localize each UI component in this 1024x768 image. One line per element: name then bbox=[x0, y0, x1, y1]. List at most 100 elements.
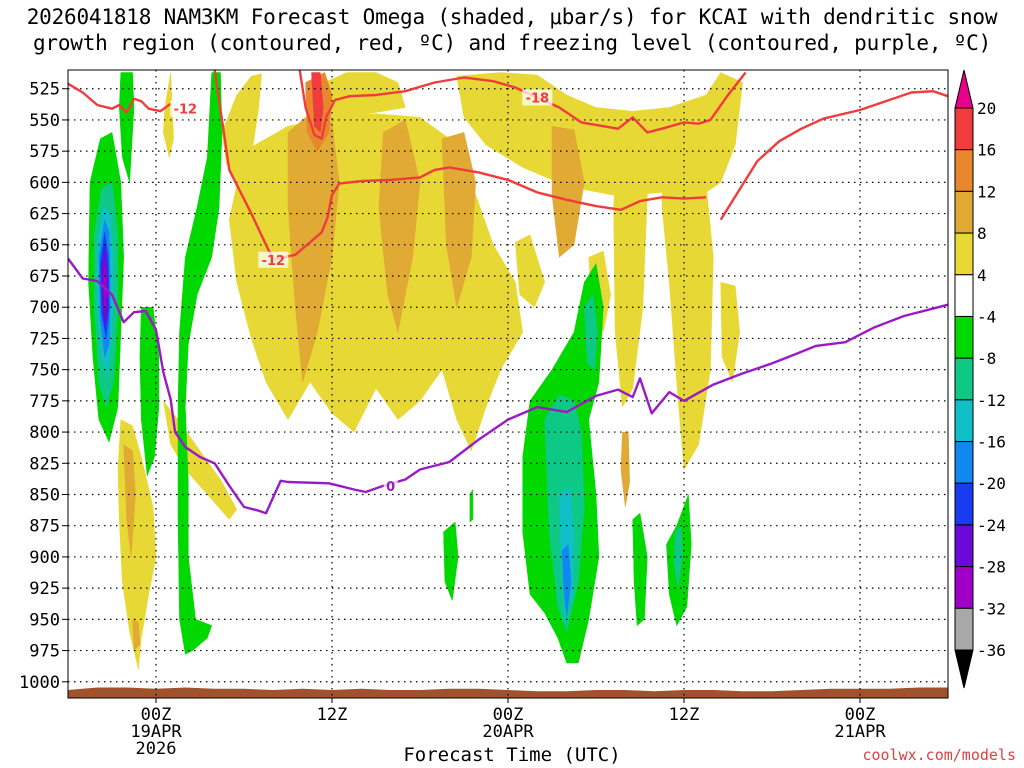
colorbar-top-arrow bbox=[954, 69, 974, 109]
terrain bbox=[68, 687, 948, 698]
y-tick-label: 975 bbox=[29, 642, 60, 662]
contour-line bbox=[68, 257, 948, 515]
colorbar-label: -28 bbox=[977, 558, 1006, 577]
y-tick-label: 525 bbox=[29, 80, 60, 100]
colorbar-label: -36 bbox=[977, 641, 1006, 660]
colorbar-label: -24 bbox=[977, 516, 1006, 535]
colorbar-bin bbox=[954, 566, 974, 609]
colorbar-label: -4 bbox=[977, 307, 996, 326]
x-tick-label: 00Z bbox=[493, 705, 524, 725]
chart-title: 2026041818 NAM3KM Forecast Omega (shaded… bbox=[0, 4, 1024, 56]
contour-label: 0 bbox=[386, 480, 395, 495]
omega-region bbox=[469, 488, 474, 523]
colorbar-bottom-arrow bbox=[954, 649, 974, 689]
contour-labels: -18 -12 -12 0 bbox=[170, 89, 553, 495]
colorbar-label: 12 bbox=[977, 182, 996, 201]
y-tick-label: 550 bbox=[29, 111, 60, 131]
omega-region bbox=[139, 306, 160, 476]
colorbar-bin bbox=[954, 524, 974, 568]
colorbar-label: -16 bbox=[977, 433, 1006, 452]
y-tick-label: 625 bbox=[29, 205, 60, 225]
y-tick-label: 750 bbox=[29, 361, 60, 381]
chart-title-line-1: 2026041818 NAM3KM Forecast Omega (shaded… bbox=[26, 5, 998, 29]
omega-region bbox=[620, 431, 630, 508]
gridlines bbox=[68, 70, 948, 698]
colorbar-label: -8 bbox=[977, 349, 996, 368]
omega-region bbox=[632, 512, 648, 627]
y-tick-label: 1000 bbox=[19, 673, 60, 693]
x-tick-label: 12Z bbox=[669, 705, 700, 725]
omega-region bbox=[673, 525, 683, 589]
omega-region bbox=[515, 234, 545, 308]
omega-region bbox=[720, 281, 740, 384]
y-tick-label: 825 bbox=[29, 454, 60, 474]
colorbar-label: 16 bbox=[977, 141, 996, 160]
colorbar-bin bbox=[954, 315, 974, 359]
x-tick-label: 21APR bbox=[834, 722, 886, 742]
x-tick-label: 12Z bbox=[317, 705, 348, 725]
omega-region bbox=[443, 521, 459, 602]
terrain-fill bbox=[68, 687, 948, 698]
y-tick-label: 925 bbox=[29, 579, 60, 599]
y-tick-label: 875 bbox=[29, 517, 60, 537]
y-tick-label: 575 bbox=[29, 142, 60, 162]
y-tick-label: 775 bbox=[29, 392, 60, 412]
omega-region bbox=[613, 132, 648, 408]
y-tick-label: 650 bbox=[29, 236, 60, 256]
y-tick-label: 600 bbox=[29, 173, 60, 193]
x-tick-label: 00Z bbox=[845, 705, 876, 725]
contour-label: -12 bbox=[174, 103, 198, 118]
colorbar-bin bbox=[954, 107, 974, 151]
omega-region bbox=[177, 72, 223, 655]
colorbar-bin bbox=[954, 399, 974, 443]
plot-frame bbox=[67, 69, 949, 699]
omega-region bbox=[119, 72, 135, 183]
x-tick-label: 2026 bbox=[136, 739, 177, 759]
colorbar-bin bbox=[954, 482, 974, 526]
y-tick-label: 675 bbox=[29, 267, 60, 287]
omega-region bbox=[378, 119, 421, 333]
y-tick-label: 725 bbox=[29, 329, 60, 349]
contour-label-bg bbox=[258, 251, 289, 268]
colorbar-bin bbox=[954, 190, 974, 234]
omega-region bbox=[562, 543, 572, 617]
contour-label-bg bbox=[170, 100, 201, 117]
omega-region bbox=[163, 72, 174, 158]
y-axis: 525 550 575 600 625 650 675 700 725 750 775 800 825 8… bbox=[19, 80, 68, 693]
colorbar-label: -12 bbox=[977, 391, 1006, 410]
contour-line bbox=[719, 89, 948, 221]
x-axis-label: Forecast Time (UTC) bbox=[403, 744, 621, 766]
y-tick-label: 850 bbox=[29, 485, 60, 505]
colorbar-label: 20 bbox=[977, 99, 996, 118]
omega-region bbox=[584, 294, 598, 371]
omega-region bbox=[132, 618, 141, 652]
y-tick-label: 700 bbox=[29, 298, 60, 318]
colorbar-label: 8 bbox=[977, 224, 987, 243]
colorbar-bin bbox=[954, 357, 974, 401]
chart-title-line-2: growth region (contoured, red, ºC) and f… bbox=[32, 31, 992, 55]
omega-region bbox=[661, 154, 714, 471]
colorbar-bin bbox=[954, 149, 974, 192]
x-tick-label: 00Z bbox=[141, 705, 172, 725]
x-tick-label: 19APR bbox=[130, 722, 182, 742]
y-tick-label: 800 bbox=[29, 423, 60, 443]
colorbar-label: -32 bbox=[977, 599, 1006, 618]
colorbar-label: 4 bbox=[977, 266, 987, 285]
y-tick-label: 950 bbox=[29, 610, 60, 630]
colorbar-bin bbox=[954, 607, 974, 651]
y-tick-label: 900 bbox=[29, 548, 60, 568]
contour-label: -12 bbox=[262, 254, 286, 269]
x-tick-label: 20APR bbox=[482, 722, 534, 742]
omega-region bbox=[311, 72, 324, 133]
contour-label-bg bbox=[383, 477, 398, 494]
omega-shading bbox=[88, 72, 743, 670]
contour-line bbox=[68, 82, 172, 114]
contour-label: -18 bbox=[526, 91, 550, 106]
colorbar: 20 16 12 8 4 -4 -8 -12 -16 -20 -24 -28 -32 -36 bbox=[954, 69, 1006, 689]
omega-region bbox=[123, 444, 136, 557]
omega-region bbox=[229, 113, 523, 452]
colorbar-bin bbox=[954, 441, 974, 484]
colorbar-bin bbox=[954, 274, 974, 317]
